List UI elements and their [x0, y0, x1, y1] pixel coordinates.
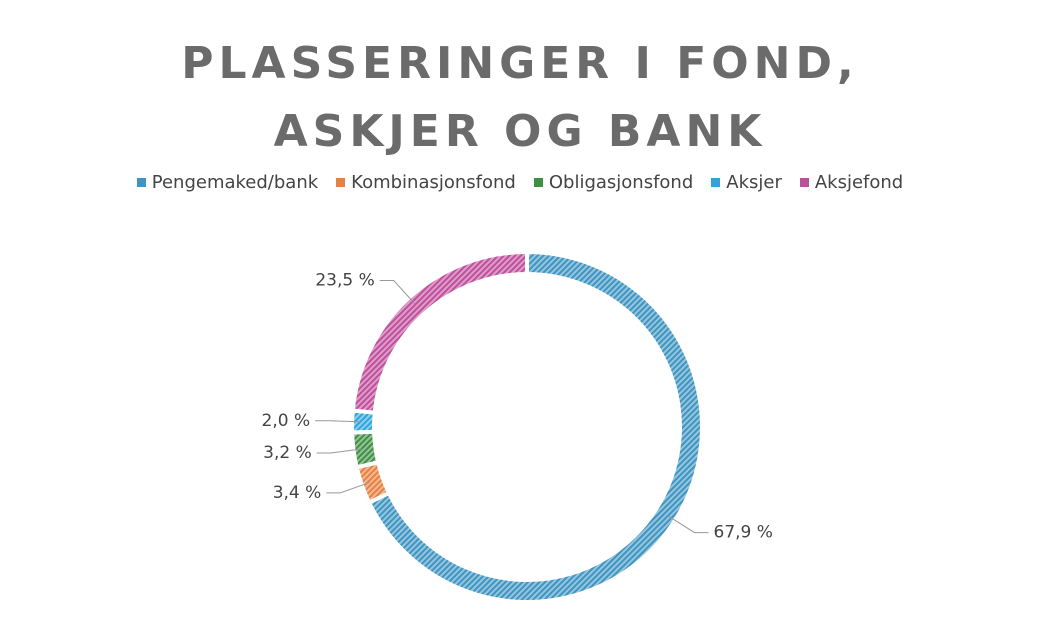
legend-swatch — [136, 178, 146, 187]
legend: Pengemaked/bank Kombinasjonsfond Obligasjo… — [0, 172, 1040, 193]
data-label: 2,0 % — [262, 411, 311, 431]
leader-line — [316, 448, 362, 454]
legend-label: Aksjefond — [814, 172, 904, 193]
leader-line — [315, 420, 361, 423]
legend-label: Obligasjonsfond — [548, 172, 694, 193]
data-label: 23,5 % — [315, 271, 374, 291]
data-label: 67,9 % — [714, 523, 773, 543]
legend-label: Kombinasjonsfond — [351, 172, 516, 193]
legend-label: Aksjer — [726, 172, 782, 193]
leader-line — [379, 280, 415, 304]
leader-line — [668, 515, 709, 534]
donut-segment — [354, 459, 392, 506]
legend-item: Aksjefond — [799, 172, 904, 193]
data-label: 3,2 % — [263, 443, 312, 463]
legend-label: Pengemaked/bank — [151, 172, 319, 193]
legend-item: Kombinasjonsfond — [336, 172, 516, 193]
leader-line — [326, 482, 370, 494]
donut-segment — [350, 249, 529, 415]
legend-swatch — [336, 178, 346, 187]
chart-title: PLASSERINGER I FOND, ASKJER OG BANK — [181, 38, 859, 157]
legend-swatch — [533, 178, 543, 187]
legend-item: Obligasjonsfond — [533, 172, 694, 193]
legend-swatch — [799, 178, 809, 187]
data-label: 3,4 % — [273, 483, 322, 503]
legend-item: Pengemaked/bank — [136, 172, 319, 193]
legend-item: Aksjer — [711, 172, 782, 193]
legend-swatch — [711, 178, 721, 187]
